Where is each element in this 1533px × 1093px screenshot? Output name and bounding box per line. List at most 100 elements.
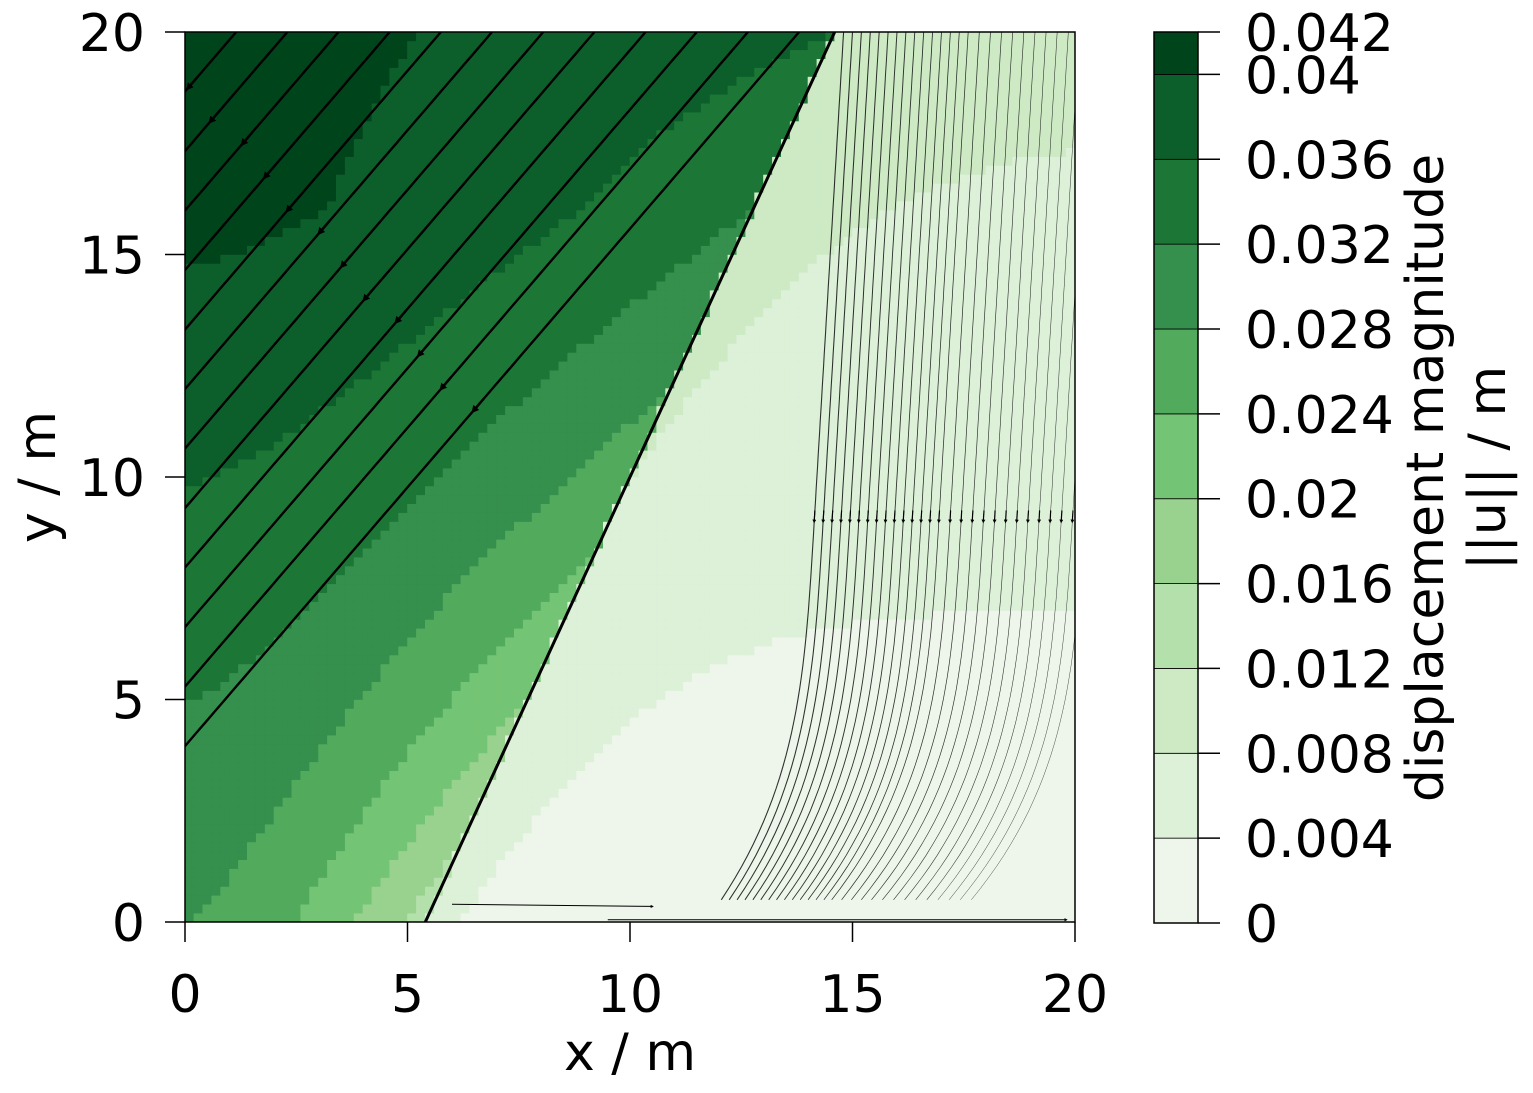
contour-cell <box>959 832 969 843</box>
contour-cell <box>220 556 230 567</box>
contour-cell <box>932 619 942 629</box>
contour-cell <box>683 699 693 709</box>
contour-cell <box>789 859 800 869</box>
contour-cell <box>300 592 310 602</box>
contour-cell <box>531 601 542 611</box>
contour-cell <box>416 574 426 585</box>
contour-cell <box>959 779 969 789</box>
contour-cell <box>576 663 586 674</box>
contour-cell <box>585 539 595 549</box>
contour-cell <box>861 619 871 629</box>
contour-cell <box>344 806 355 816</box>
contour-cell <box>220 663 230 674</box>
contour-cell <box>1048 654 1058 665</box>
contour-cell <box>576 886 586 896</box>
contour-cell <box>255 512 266 522</box>
contour-cell <box>985 761 996 771</box>
contour-cell <box>487 708 497 718</box>
contour-cell <box>807 663 818 674</box>
contour-cell <box>843 717 853 727</box>
contour-cell <box>709 725 720 736</box>
contour-cell <box>558 690 568 700</box>
contour-cell <box>353 734 364 745</box>
contour-cell <box>371 814 382 825</box>
contour-cell <box>727 628 738 638</box>
contour-cell <box>1003 877 1013 887</box>
contour-cell <box>967 841 978 852</box>
contour-cell <box>362 628 373 638</box>
contour-cell <box>825 663 835 674</box>
contour-cell <box>469 645 479 656</box>
contour-cell <box>300 903 310 914</box>
contour-cell <box>1039 814 1049 825</box>
contour-cell <box>798 512 809 522</box>
contour-cell <box>229 530 239 540</box>
contour-cell <box>514 628 524 638</box>
contour-cell <box>451 699 462 709</box>
contour-cell <box>389 868 399 878</box>
contour-cell <box>870 512 880 522</box>
contour-cell <box>683 503 693 513</box>
contour-cell <box>727 734 738 745</box>
contour-cell <box>193 681 204 691</box>
contour-cell <box>336 619 346 629</box>
contour-cell <box>887 886 898 896</box>
contour-cell <box>202 743 212 754</box>
contour-cell <box>976 485 987 496</box>
contour-cell <box>700 601 711 611</box>
contour-cell <box>255 663 266 674</box>
contour-cell <box>994 832 1005 843</box>
contour-cell <box>887 806 898 816</box>
contour-cell <box>407 912 417 922</box>
contour-cell <box>683 859 693 869</box>
contour-cell <box>309 503 319 513</box>
contour-cell <box>558 779 568 789</box>
contour-cell <box>531 814 542 825</box>
contour-cell <box>425 734 435 745</box>
contour-cell <box>620 903 631 914</box>
contour-cell <box>398 841 408 852</box>
contour-cell <box>941 806 951 816</box>
contour-cell <box>193 601 204 611</box>
contour-cell <box>202 610 212 620</box>
contour-cell <box>905 690 916 700</box>
contour-cell <box>362 877 373 887</box>
contour-cell <box>772 859 782 869</box>
contour-cell <box>967 530 978 540</box>
contour-cell <box>211 512 221 522</box>
contour-cell <box>585 494 595 504</box>
contour-cell <box>665 841 675 852</box>
contour-cell <box>674 903 684 914</box>
contour-cell <box>941 654 951 665</box>
contour-cell <box>816 681 827 691</box>
contour-cell <box>656 512 666 522</box>
contour-cell <box>825 877 835 887</box>
contour-cell <box>967 663 978 674</box>
contour-cell <box>834 823 844 834</box>
contour-cell <box>994 565 1005 576</box>
contour-cell <box>941 770 951 780</box>
contour-cell <box>745 752 755 763</box>
contour-cell <box>300 503 310 513</box>
contour-cell <box>442 841 453 852</box>
contour-cell <box>950 512 960 522</box>
contour-cell <box>1021 530 1031 540</box>
contour-cell <box>247 583 257 593</box>
contour-cell <box>603 583 613 593</box>
contour-cell <box>843 859 853 869</box>
contour-cell <box>318 708 328 718</box>
contour-cell <box>754 628 764 638</box>
contour-cell <box>905 912 916 922</box>
contour-cell <box>202 681 212 691</box>
contour-cell <box>594 886 604 896</box>
contour-cell <box>718 565 729 576</box>
contour-cell <box>932 690 942 700</box>
contour-cell <box>914 699 924 709</box>
contour-cell <box>433 734 444 745</box>
contour-cell <box>816 565 827 576</box>
contour-cell <box>344 690 355 700</box>
contour-cell <box>825 636 835 647</box>
contour-cell <box>451 503 462 513</box>
contour-cell <box>896 636 907 647</box>
contour-cell <box>264 610 275 620</box>
